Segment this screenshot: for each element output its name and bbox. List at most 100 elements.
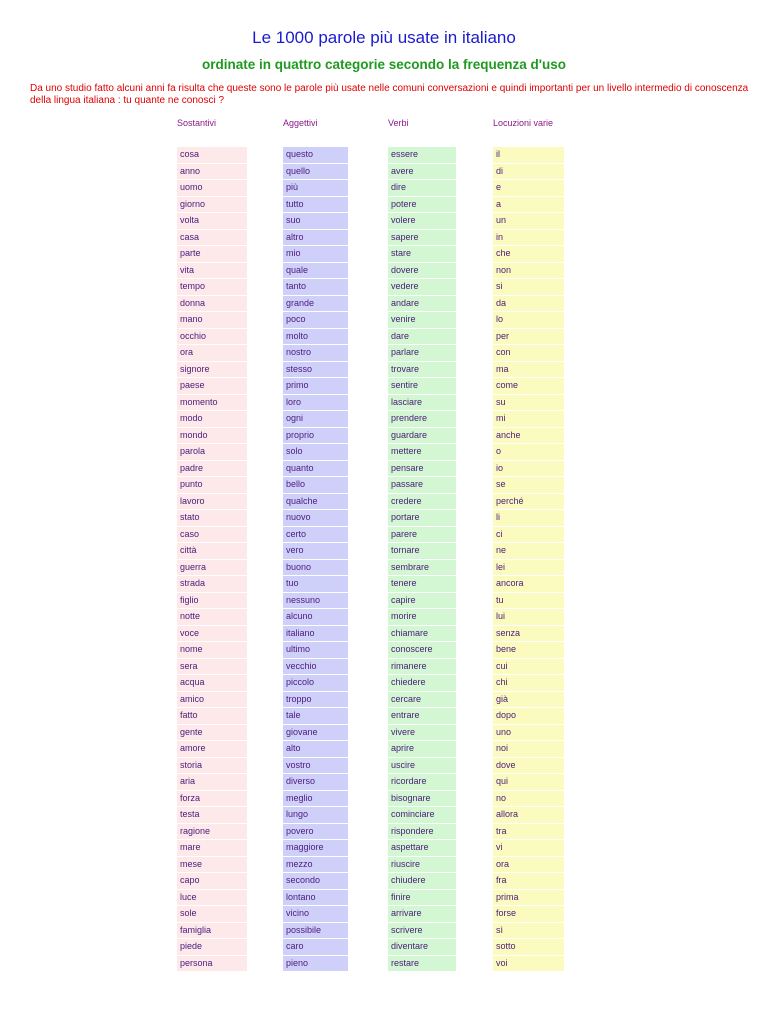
word-cell: certo	[283, 526, 348, 542]
word-cell: casa	[177, 229, 247, 245]
word-cell: possibile	[283, 922, 348, 938]
word-cell: chi	[493, 675, 564, 691]
word-cell: prima	[493, 889, 564, 905]
word-cell: luce	[177, 889, 247, 905]
word-cell: loro	[283, 394, 348, 410]
word-cell: venire	[388, 312, 456, 328]
word-cell: chiudere	[388, 873, 456, 889]
word-cell: povero	[283, 823, 348, 839]
word-cell: alcuno	[283, 609, 348, 625]
word-cell: scrivere	[388, 922, 456, 938]
word-cell: uscire	[388, 757, 456, 773]
word-cell: piede	[177, 939, 247, 955]
word-cell: senza	[493, 625, 564, 641]
word-cell: questo	[283, 147, 348, 163]
word-cell: bene	[493, 642, 564, 658]
word-cell: sì	[493, 922, 564, 938]
word-cell: quale	[283, 262, 348, 278]
header-sostantivi: Sostantivi	[177, 118, 217, 128]
word-cell: ragione	[177, 823, 247, 839]
word-cell: voce	[177, 625, 247, 641]
word-cell: che	[493, 246, 564, 262]
word-cell: parte	[177, 246, 247, 262]
word-cell: testa	[177, 807, 247, 823]
word-cell: potere	[388, 196, 456, 212]
word-cell: sera	[177, 658, 247, 674]
word-cell: già	[493, 691, 564, 707]
word-cell: lo	[493, 312, 564, 328]
word-cell: come	[493, 378, 564, 394]
word-cell: sapere	[388, 229, 456, 245]
word-cell: chiedere	[388, 675, 456, 691]
word-cell: signore	[177, 361, 247, 377]
word-cell: amore	[177, 741, 247, 757]
word-cell: suo	[283, 213, 348, 229]
word-cell: cui	[493, 658, 564, 674]
word-cell: nome	[177, 642, 247, 658]
word-cell: storia	[177, 757, 247, 773]
word-cell: ora	[493, 856, 564, 872]
word-cell: quello	[283, 163, 348, 179]
word-cell: tenere	[388, 576, 456, 592]
word-cell: molto	[283, 328, 348, 344]
word-cell: pieno	[283, 955, 348, 971]
word-cell: tempo	[177, 279, 247, 295]
word-cell: forse	[493, 906, 564, 922]
word-cell: dare	[388, 328, 456, 344]
word-cell: ancora	[493, 576, 564, 592]
word-cell: cominciare	[388, 807, 456, 823]
word-cell: mettere	[388, 444, 456, 460]
word-cell: donna	[177, 295, 247, 311]
word-cell: bisognare	[388, 790, 456, 806]
word-cell: chiamare	[388, 625, 456, 641]
word-cell: dove	[493, 757, 564, 773]
word-cell: grande	[283, 295, 348, 311]
word-cell: secondo	[283, 873, 348, 889]
word-cell: acqua	[177, 675, 247, 691]
word-cell: cosa	[177, 147, 247, 163]
word-cell: passare	[388, 477, 456, 493]
word-cell: gente	[177, 724, 247, 740]
word-cell: di	[493, 163, 564, 179]
word-cell: vero	[283, 543, 348, 559]
word-cell: aprire	[388, 741, 456, 757]
word-cell: a	[493, 196, 564, 212]
word-cell: prendere	[388, 411, 456, 427]
word-cell: li	[493, 510, 564, 526]
word-cell: mi	[493, 411, 564, 427]
word-cell: occhio	[177, 328, 247, 344]
word-cell: mondo	[177, 427, 247, 443]
word-cell: conoscere	[388, 642, 456, 658]
word-cell: con	[493, 345, 564, 361]
word-cell: il	[493, 147, 564, 163]
word-cell: giorno	[177, 196, 247, 212]
word-cell: si	[493, 279, 564, 295]
word-cell: un	[493, 213, 564, 229]
word-cell: figlio	[177, 592, 247, 608]
word-cell: tale	[283, 708, 348, 724]
word-cell: qui	[493, 774, 564, 790]
word-cell: lungo	[283, 807, 348, 823]
word-cell: perché	[493, 493, 564, 509]
word-cell: qualche	[283, 493, 348, 509]
word-cell: punto	[177, 477, 247, 493]
word-cell: uomo	[177, 180, 247, 196]
word-cell: nuovo	[283, 510, 348, 526]
word-cell: rispondere	[388, 823, 456, 839]
word-cell: trovare	[388, 361, 456, 377]
word-cell: quanto	[283, 460, 348, 476]
word-cell: fra	[493, 873, 564, 889]
word-cell: diverso	[283, 774, 348, 790]
word-cell: da	[493, 295, 564, 311]
word-cell: stesso	[283, 361, 348, 377]
word-cell: credere	[388, 493, 456, 509]
word-cell: alto	[283, 741, 348, 757]
word-cell: sotto	[493, 939, 564, 955]
word-cell: nessuno	[283, 592, 348, 608]
word-cell: tuo	[283, 576, 348, 592]
page-subtitle: ordinate in quattro categorie secondo la…	[201, 57, 566, 72]
word-cell: diventare	[388, 939, 456, 955]
word-cell: forza	[177, 790, 247, 806]
word-cell: altro	[283, 229, 348, 245]
word-cell: fatto	[177, 708, 247, 724]
